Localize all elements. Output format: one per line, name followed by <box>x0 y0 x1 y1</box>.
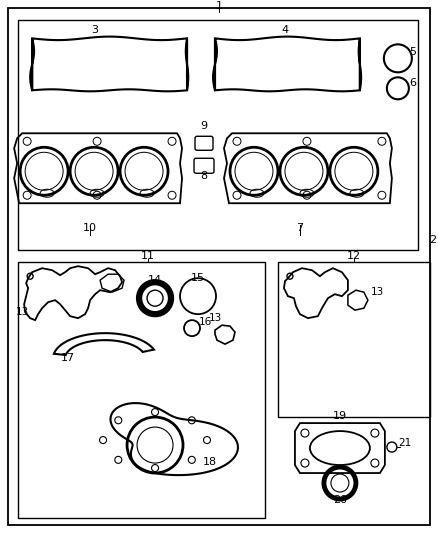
Text: 11: 11 <box>141 251 155 261</box>
Text: 6: 6 <box>410 78 417 88</box>
Text: 17: 17 <box>61 353 75 363</box>
Text: 19: 19 <box>333 411 347 421</box>
Bar <box>18 20 418 250</box>
Text: 14: 14 <box>148 275 162 285</box>
Text: 16: 16 <box>198 317 212 327</box>
Text: 9: 9 <box>201 122 208 131</box>
Text: 1: 1 <box>215 2 223 11</box>
Text: 8: 8 <box>201 171 208 181</box>
Text: 2: 2 <box>429 235 436 245</box>
Text: 13: 13 <box>208 313 222 323</box>
Bar <box>18 262 265 518</box>
Text: 13: 13 <box>371 287 385 297</box>
Text: 10: 10 <box>83 223 97 233</box>
Text: 20: 20 <box>333 495 347 505</box>
Text: 4: 4 <box>281 26 289 35</box>
Text: 12: 12 <box>347 251 361 261</box>
Text: 21: 21 <box>398 438 411 448</box>
Text: 18: 18 <box>203 457 217 467</box>
Text: 5: 5 <box>410 47 417 58</box>
Text: 7: 7 <box>297 223 304 233</box>
Text: 3: 3 <box>92 26 99 35</box>
Text: 15: 15 <box>191 273 205 283</box>
Text: 13: 13 <box>15 307 29 317</box>
Bar <box>278 262 430 417</box>
